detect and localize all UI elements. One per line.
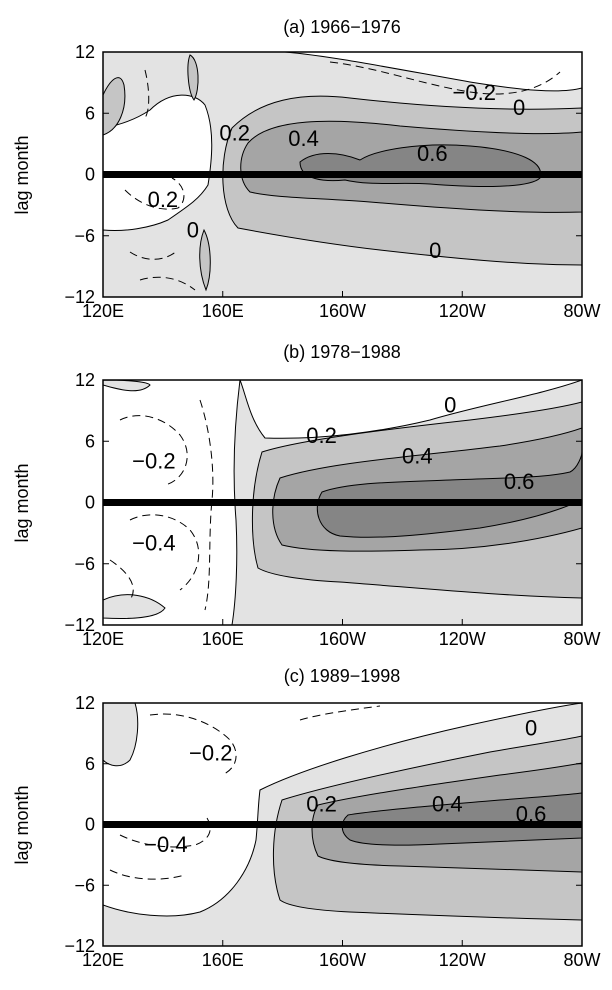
panel-c-contour-labels: −0.2 0.2 0.4 0.6 0 −0.4 bbox=[144, 715, 546, 856]
panel-a-contour-labels: −0.2 0 0.2 0.4 0.6 0.2 0 0 bbox=[148, 80, 526, 263]
panel-b-xticks: 120E 160E 160W 120W 80W bbox=[82, 619, 601, 649]
panel-a-ylabel: lag month bbox=[12, 135, 32, 214]
y-tick-label: 0 bbox=[85, 493, 95, 513]
contour-label: −0.4 bbox=[144, 832, 187, 857]
contour-label: 0.2 bbox=[219, 121, 250, 146]
y-tick-label: −12 bbox=[64, 936, 95, 956]
y-tick-label: −6 bbox=[74, 554, 95, 574]
x-tick-label: 160E bbox=[202, 950, 244, 970]
contour-label: −0.2 bbox=[453, 80, 496, 105]
contour-label: 0.6 bbox=[417, 141, 448, 166]
contour-label: 0.2 bbox=[306, 423, 337, 448]
panel-c-yticks: −12 −6 0 6 12 bbox=[64, 693, 582, 956]
contour-label: 0.4 bbox=[432, 791, 463, 816]
panel-b-contour-labels: −0.2 0.2 0 0.4 0.6 −0.4 bbox=[132, 393, 534, 556]
panel-b-contour-neg bbox=[129, 514, 200, 591]
contour-label: 0.4 bbox=[288, 126, 319, 151]
x-tick-label: 80W bbox=[563, 629, 600, 649]
panel-b-yticks: −12 −6 0 6 12 bbox=[64, 370, 582, 635]
panel-a-contour-neg bbox=[139, 276, 196, 291]
panel-c-contour-neg bbox=[149, 713, 237, 776]
panel-c-xticks: 120E 160E 160W 120W 80W bbox=[82, 940, 601, 970]
contour-label: 0 bbox=[187, 218, 199, 243]
panel-a-contour-neg bbox=[329, 61, 561, 95]
x-tick-label: 120W bbox=[439, 950, 486, 970]
panel-c-contour-neg bbox=[109, 869, 186, 880]
panel-a-contour-neg bbox=[124, 177, 185, 210]
panel-b-title: (b) 1978−1988 bbox=[283, 342, 401, 362]
panel-c-zero-lag-line bbox=[103, 821, 582, 828]
panel-c-contour-neg bbox=[119, 814, 211, 848]
x-tick-label: 120W bbox=[439, 629, 486, 649]
panel-a-contour-neg bbox=[129, 249, 179, 260]
panel-a-fill-patch bbox=[187, 54, 199, 101]
contour-label: −0.2 bbox=[189, 741, 232, 766]
panel-b-contour-neg bbox=[119, 415, 188, 486]
x-tick-label: 160E bbox=[202, 301, 244, 321]
contour-label: 0 bbox=[513, 95, 525, 120]
panel-b-fill-level-0 bbox=[103, 594, 166, 619]
x-tick-label: 160W bbox=[319, 950, 366, 970]
panel-b-fill-level-3 bbox=[316, 451, 582, 538]
x-tick-label: 160W bbox=[319, 301, 366, 321]
x-tick-label: 80W bbox=[563, 950, 600, 970]
x-tick-label: 120E bbox=[82, 950, 124, 970]
x-tick-label: 120W bbox=[439, 301, 486, 321]
panel-c-fill-level-3 bbox=[341, 792, 582, 846]
panel-c: (c) 1989−1998 lag month −0.20.2 0.4 0.60−0… bbox=[12, 666, 601, 970]
panel-a-title: (a) 1966−1976 bbox=[283, 17, 401, 37]
contour-label: 0.6 bbox=[516, 801, 547, 826]
x-tick-label: 120E bbox=[82, 629, 124, 649]
panel-b-zero-lag-line bbox=[103, 499, 582, 506]
panel-c-contour-neg bbox=[299, 705, 381, 721]
x-tick-label: 160E bbox=[202, 629, 244, 649]
x-tick-label: 160W bbox=[319, 629, 366, 649]
panel-a-zero-lag-line bbox=[103, 171, 582, 178]
panel-c-title: (c) 1989−1998 bbox=[284, 666, 401, 686]
contour-label: −0.2 bbox=[132, 449, 175, 474]
y-tick-label: 6 bbox=[85, 754, 95, 774]
y-tick-label: 12 bbox=[75, 42, 95, 62]
x-tick-label: 80W bbox=[563, 301, 600, 321]
contour-label: 0.4 bbox=[402, 444, 433, 469]
contour-label: 0.6 bbox=[504, 469, 535, 494]
y-tick-label: −12 bbox=[64, 287, 95, 307]
y-tick-label: −6 bbox=[74, 875, 95, 895]
panel-c-ylabel: lag month bbox=[12, 785, 32, 864]
y-tick-label: 12 bbox=[75, 370, 95, 390]
panel-b-ylabel: lag month bbox=[12, 463, 32, 542]
y-tick-label: 6 bbox=[85, 103, 95, 123]
y-tick-label: 0 bbox=[85, 165, 95, 185]
y-tick-label: −6 bbox=[74, 226, 95, 246]
contour-label: 0 bbox=[429, 238, 441, 263]
y-tick-label: 12 bbox=[75, 693, 95, 713]
contour-label: 0 bbox=[525, 715, 537, 740]
panel-a-yticks: −12 −6 0 6 12 bbox=[64, 42, 582, 307]
contour-label: 0.2 bbox=[148, 187, 179, 212]
contour-label: 0 bbox=[444, 393, 456, 418]
x-tick-label: 120E bbox=[82, 301, 124, 321]
panel-b: (b) 1978−1988 lag month −0.20.200.40.6−0… bbox=[12, 342, 601, 649]
panel-c-fill-level-0 bbox=[103, 703, 139, 767]
panel-b-contour-neg bbox=[199, 399, 214, 611]
panel-a: (a) 1966−1976 lag month −0.2 0 0.2 0.4 0.6 0.… bbox=[12, 17, 601, 321]
y-tick-label: 0 bbox=[85, 815, 95, 835]
panel-b-contour-neg bbox=[109, 559, 134, 601]
contour-label: 0.2 bbox=[306, 791, 337, 816]
panel-a-xticks: 120E 160E 160W 120W 80W bbox=[82, 291, 601, 321]
y-tick-label: −12 bbox=[64, 615, 95, 635]
panel-a-contour-neg bbox=[144, 69, 150, 119]
y-tick-label: 6 bbox=[85, 431, 95, 451]
panel-a-fill-patch bbox=[103, 77, 126, 136]
contour-label: −0.4 bbox=[132, 530, 175, 555]
panel-a-fill-patch bbox=[199, 228, 211, 292]
